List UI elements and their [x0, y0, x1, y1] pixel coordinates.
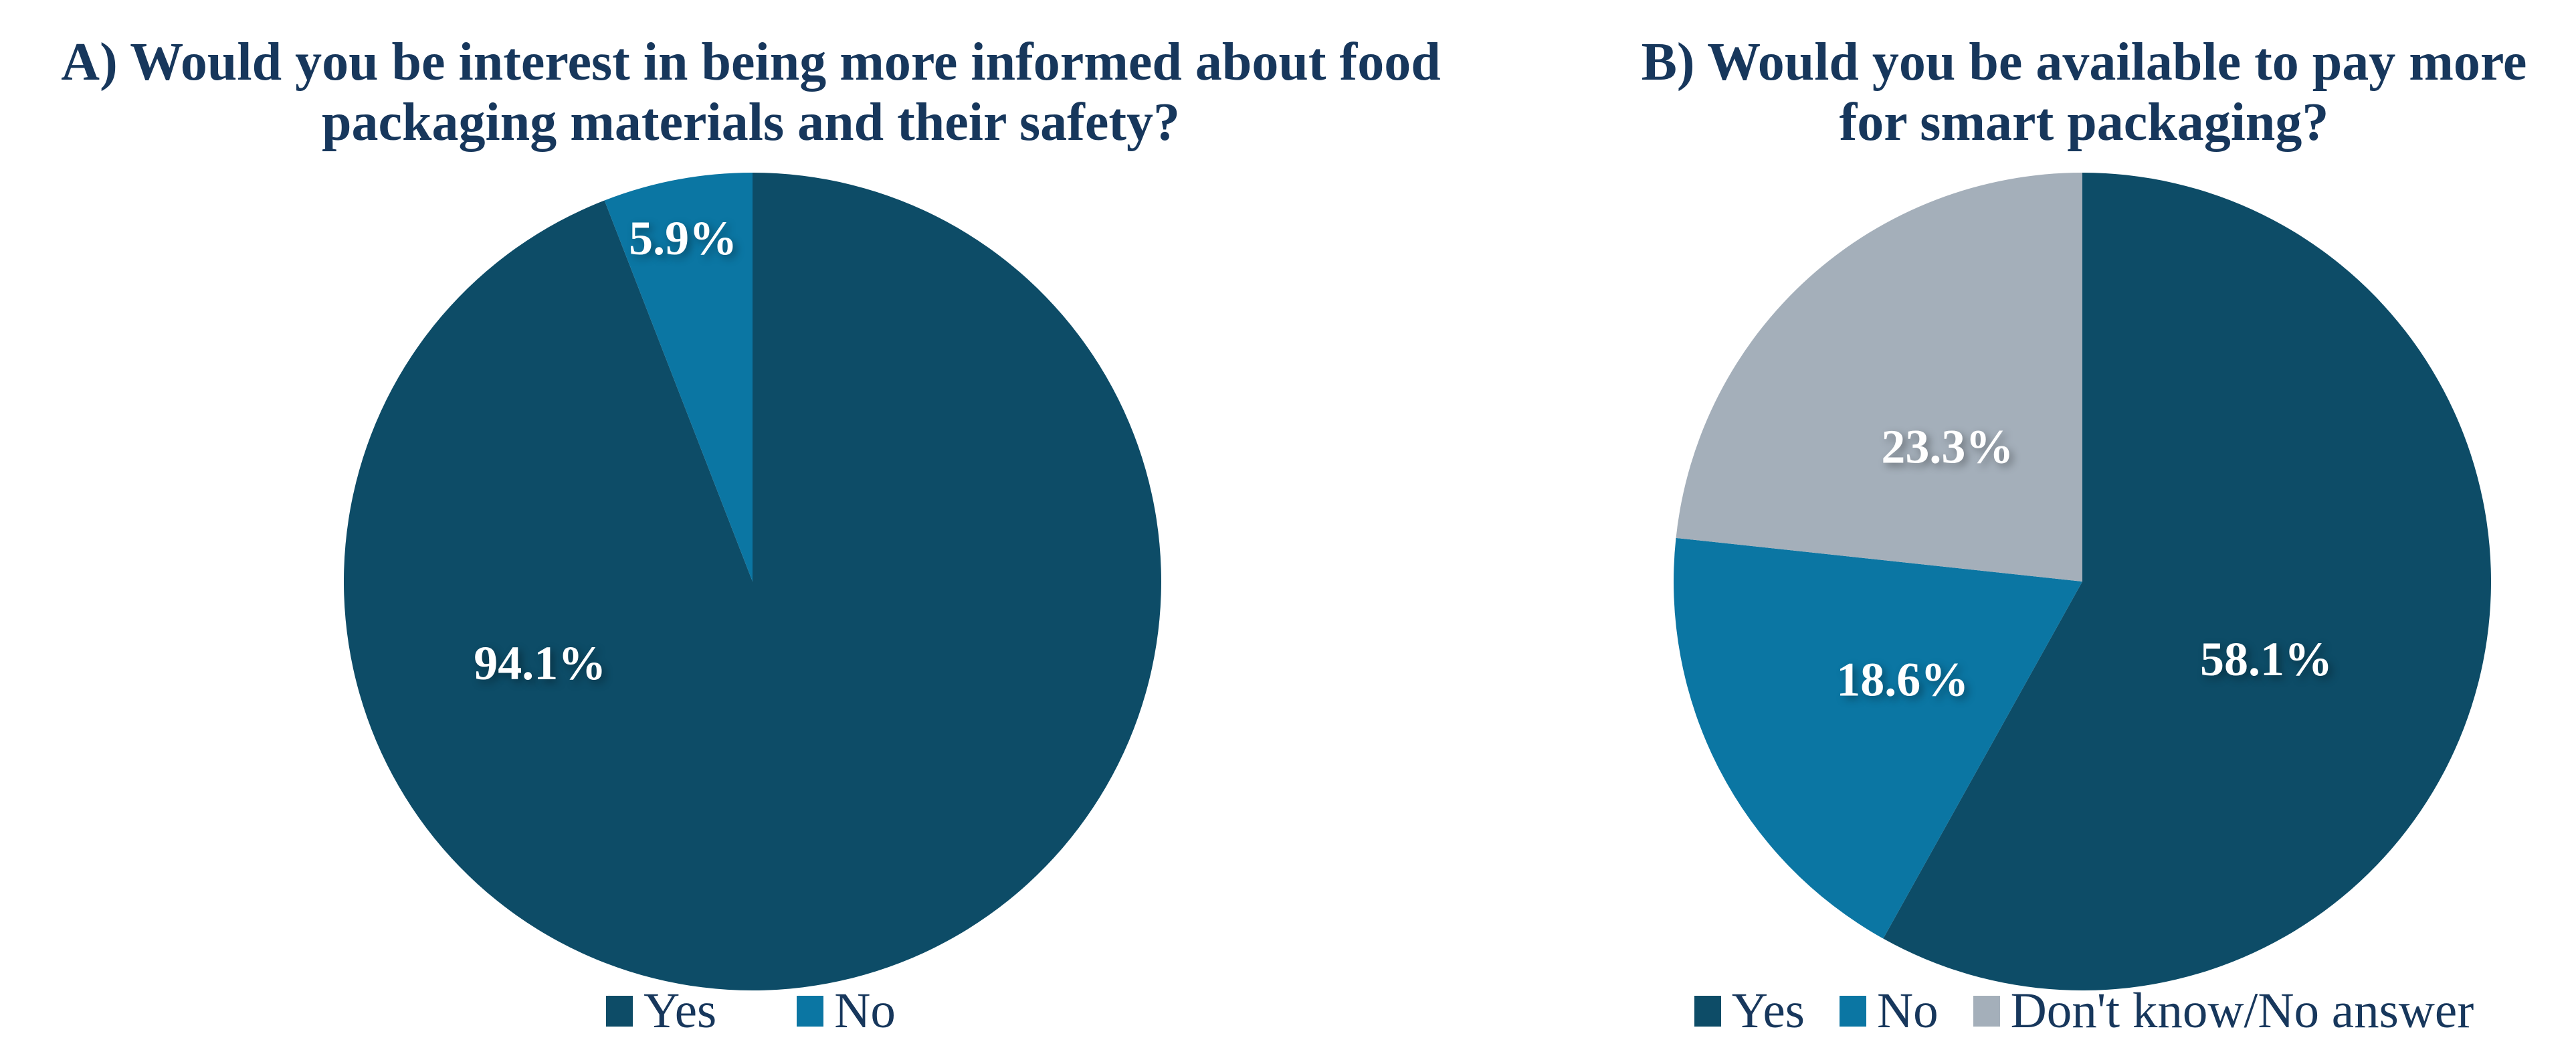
- legend-item-don-t-know-no-answer: Don't know/No answer: [1973, 983, 2474, 1039]
- chart-b-legend: Yes No Don't know/No answer: [1592, 983, 2576, 1039]
- pie-chart-a: 94.1% 5.9%: [344, 173, 1161, 990]
- legend-swatch-don-t-know-no-answer: [1973, 996, 2000, 1027]
- chart-a-title: A) Would you be interest in being more i…: [0, 32, 1502, 153]
- pie-slice-no: [1674, 537, 2082, 939]
- legend-swatch-no: [797, 996, 824, 1027]
- chart-a-title-line2: packaging materials and their safety?: [322, 93, 1180, 152]
- legend-label-no: No: [1876, 983, 1939, 1039]
- legend-label-don-t-know-no-answer: Don't know/No answer: [2010, 983, 2474, 1039]
- pie-slice-no: [604, 173, 753, 582]
- pie-slice-yes: [1883, 173, 2491, 990]
- pie-value-label-don-t-know-no-answer: 23.3%: [1881, 420, 2013, 473]
- pie-chart-b: 58.1% 18.6% 23.3%: [1674, 173, 2491, 990]
- legend-item-yes: Yes: [1694, 983, 1805, 1039]
- chart-panel-b: B) Would you be available to pay more fo…: [1592, 0, 2576, 1054]
- legend-label-no: No: [834, 983, 896, 1039]
- legend-item-no: No: [1839, 983, 1939, 1039]
- chart-b-title-line1: B) Would you be available to pay more: [1641, 33, 2527, 92]
- legend-label-yes: Yes: [643, 983, 717, 1039]
- pie-value-label-yes: 58.1%: [2200, 632, 2333, 686]
- pie-value-label-no: 18.6%: [1836, 653, 1969, 707]
- legend-item-yes: Yes: [606, 983, 717, 1039]
- legend-swatch-yes: [1694, 996, 1721, 1027]
- legend-swatch-no: [1839, 996, 1866, 1027]
- chart-a-title-line1: A) Would you be interest in being more i…: [61, 33, 1441, 92]
- pie-value-label-no: 5.9%: [629, 211, 737, 265]
- pie-slice-yes: [344, 173, 1161, 990]
- chart-a-legend: Yes No: [0, 983, 1502, 1039]
- pie-slice-don-t-know-no-answer: [1676, 173, 2082, 582]
- legend-swatch-yes: [606, 996, 633, 1027]
- legend-item-no: No: [797, 983, 896, 1039]
- chart-b-title-line2: for smart packaging?: [1839, 93, 2329, 152]
- pie-value-label-yes: 94.1%: [474, 636, 606, 690]
- legend-label-yes: Yes: [1731, 983, 1805, 1039]
- chart-panel-a: A) Would you be interest in being more i…: [0, 32, 1502, 1039]
- chart-b-title: B) Would you be available to pay more fo…: [1592, 32, 2576, 153]
